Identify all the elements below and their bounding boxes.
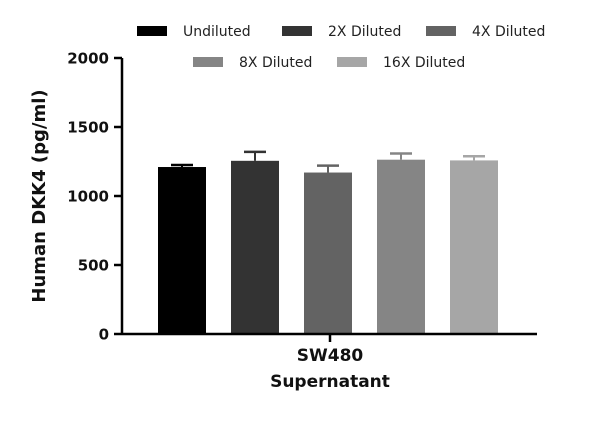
bars: [158, 150, 498, 334]
legend: Undiluted 2X Diluted 4X Diluted 8X Diluted 1…: [137, 24, 545, 71]
y-tick-label: 500: [78, 257, 109, 275]
y-tick-label: 2000: [67, 50, 109, 68]
bar: [158, 167, 206, 334]
bar: [377, 159, 425, 334]
y-axis-title: Human DKK4 (pg/ml): [29, 89, 50, 302]
bar: [231, 160, 279, 334]
x-axis: [122, 332, 537, 342]
y-tick-label: 1500: [67, 119, 109, 137]
legend-label: Undiluted: [183, 24, 251, 40]
legend-swatch: [193, 57, 223, 67]
legend-label: 2X Diluted: [328, 24, 401, 40]
legend-label: 8X Diluted: [239, 55, 312, 71]
category-label-line-2: Supernatant: [270, 372, 390, 392]
legend-label: 4X Diluted: [472, 24, 545, 40]
bar: [450, 160, 498, 334]
bar: [304, 172, 352, 334]
y-tick-label: 0: [99, 326, 109, 344]
legend-swatch: [282, 26, 312, 36]
legend-swatch: [137, 26, 167, 36]
legend-swatch: [426, 26, 456, 36]
y-tick-label: 1000: [67, 188, 109, 206]
legend-swatch: [337, 57, 367, 67]
category-label-line-1: SW480: [297, 346, 364, 366]
legend-label: 16X Diluted: [383, 55, 465, 71]
y-axis: 0 500 1000 1500 2000: [67, 50, 124, 344]
